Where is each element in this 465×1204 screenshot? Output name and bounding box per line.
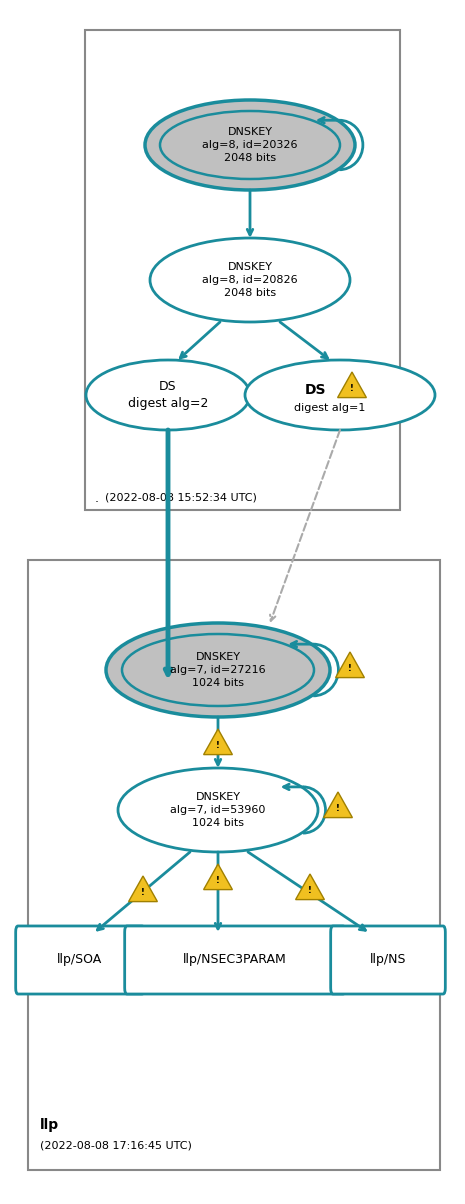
Ellipse shape: [118, 768, 318, 852]
Text: DS: DS: [304, 383, 326, 397]
FancyBboxPatch shape: [16, 926, 144, 995]
Polygon shape: [296, 874, 325, 899]
FancyBboxPatch shape: [28, 560, 440, 1170]
Polygon shape: [129, 877, 157, 902]
Text: !: !: [141, 889, 145, 897]
Text: DNSKEY
alg=8, id=20326
2048 bits: DNSKEY alg=8, id=20326 2048 bits: [202, 126, 298, 164]
Text: DS
digest alg=2: DS digest alg=2: [128, 380, 208, 411]
Text: DNSKEY
alg=7, id=53960
1024 bits: DNSKEY alg=7, id=53960 1024 bits: [170, 792, 266, 828]
Text: (2022-08-08 15:52:34 UTC): (2022-08-08 15:52:34 UTC): [105, 492, 257, 503]
Text: llp: llp: [40, 1119, 59, 1132]
Text: !: !: [216, 742, 220, 750]
Polygon shape: [338, 372, 366, 397]
Ellipse shape: [245, 360, 435, 430]
Text: llp/NS: llp/NS: [370, 954, 406, 967]
Text: llp/NSEC3PARAM: llp/NSEC3PARAM: [183, 954, 287, 967]
Text: !: !: [216, 877, 220, 885]
Ellipse shape: [106, 622, 330, 718]
Polygon shape: [204, 864, 232, 890]
Ellipse shape: [145, 100, 355, 190]
Text: (2022-08-08 17:16:45 UTC): (2022-08-08 17:16:45 UTC): [40, 1140, 192, 1150]
Text: DNSKEY
alg=8, id=20826
2048 bits: DNSKEY alg=8, id=20826 2048 bits: [202, 261, 298, 299]
Ellipse shape: [150, 238, 350, 321]
Text: !: !: [350, 384, 354, 394]
Text: llp/SOA: llp/SOA: [57, 954, 103, 967]
FancyBboxPatch shape: [85, 30, 400, 510]
Text: .: .: [95, 491, 99, 504]
Text: digest alg=1: digest alg=1: [294, 403, 365, 413]
FancyBboxPatch shape: [125, 926, 345, 995]
FancyBboxPatch shape: [331, 926, 445, 995]
Ellipse shape: [86, 360, 250, 430]
Text: !: !: [336, 804, 340, 813]
Text: DNSKEY
alg=7, id=27216
1024 bits: DNSKEY alg=7, id=27216 1024 bits: [170, 651, 266, 689]
Polygon shape: [204, 728, 232, 755]
Text: !: !: [308, 886, 312, 896]
Text: !: !: [348, 665, 352, 673]
Polygon shape: [336, 653, 365, 678]
Polygon shape: [324, 792, 352, 818]
